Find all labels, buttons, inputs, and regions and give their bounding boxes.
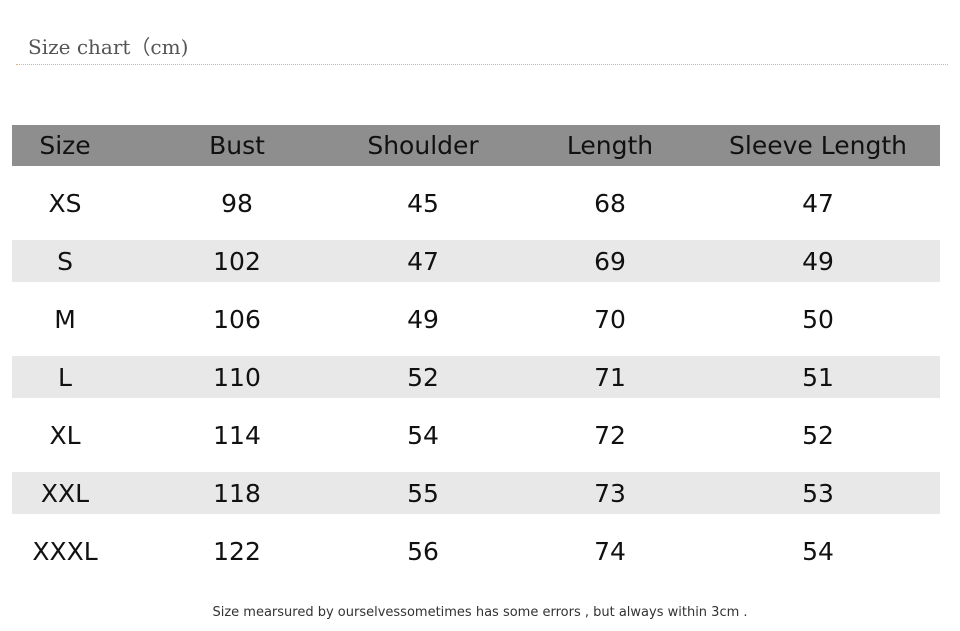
row-band: [12, 240, 940, 282]
table-cell: 54: [802, 536, 834, 566]
table-cell: 47: [802, 188, 834, 218]
dotted-divider: [16, 64, 948, 65]
page-title: Size chart（cm): [28, 35, 189, 59]
table-cell: 118: [213, 478, 261, 508]
table-cell: 52: [802, 420, 834, 450]
table-row: XXXL 122 56 74 54: [12, 522, 940, 580]
table-cell: 110: [213, 362, 261, 392]
table-row: S 102 47 69 49: [12, 232, 940, 290]
row-band: [12, 356, 940, 398]
table-cell: 98: [221, 188, 253, 218]
table-cell: 74: [594, 536, 626, 566]
column-header: Sleeve Length: [729, 131, 907, 160]
table-cell: 45: [407, 188, 439, 218]
table-cell: 106: [213, 304, 261, 334]
table-row: XL 114 54 72 52: [12, 406, 940, 464]
row-band: [12, 472, 940, 514]
column-header: Shoulder: [367, 131, 479, 160]
table-cell: L: [58, 362, 72, 392]
table-cell: 54: [407, 420, 439, 450]
table-cell: 73: [594, 478, 626, 508]
table-row: L 110 52 71 51: [12, 348, 940, 406]
column-header: Length: [566, 131, 654, 160]
table-cell: 47: [407, 246, 439, 276]
table-cell: 55: [407, 478, 439, 508]
row-band: [12, 530, 940, 572]
table-row: XXL 118 55 73 53: [12, 464, 940, 522]
table-cell: 69: [594, 246, 626, 276]
column-header: Bust: [209, 131, 265, 160]
table-cell: 50: [802, 304, 834, 334]
size-table: Size Bust Shoulder Length Sleeve Length XS 98 4…: [12, 125, 940, 580]
table-cell: 114: [213, 420, 261, 450]
table-cell: 52: [407, 362, 439, 392]
column-header: Size: [39, 131, 91, 160]
table-cell: 102: [213, 246, 261, 276]
row-band: [12, 414, 940, 456]
table-cell: 49: [802, 246, 834, 276]
table-cell: XXL: [40, 478, 90, 508]
table-cell: S: [57, 246, 73, 276]
table-cell: 68: [594, 188, 626, 218]
table-cell: 122: [213, 536, 261, 566]
table-cell: M: [54, 304, 76, 334]
table-cell: 72: [594, 420, 626, 450]
table-cell: 71: [594, 362, 626, 392]
table-cell: XS: [48, 188, 82, 218]
table-header-row: Size Bust Shoulder Length Sleeve Length: [12, 125, 940, 166]
measurement-note: Size mearsured by ourselvessometimes has…: [212, 605, 748, 620]
table-cell: XL: [49, 420, 81, 450]
table-row: M 106 49 70 50: [12, 290, 940, 348]
row-band: [12, 298, 940, 340]
table-row: XS 98 45 68 47: [12, 174, 940, 232]
table-cell: XXXL: [32, 536, 98, 566]
table-cell: 56: [407, 536, 439, 566]
row-band: [12, 182, 940, 224]
table-cell: 70: [594, 304, 626, 334]
table-cell: 51: [802, 362, 834, 392]
table-cell: 53: [802, 478, 834, 508]
table-cell: 49: [407, 304, 439, 334]
